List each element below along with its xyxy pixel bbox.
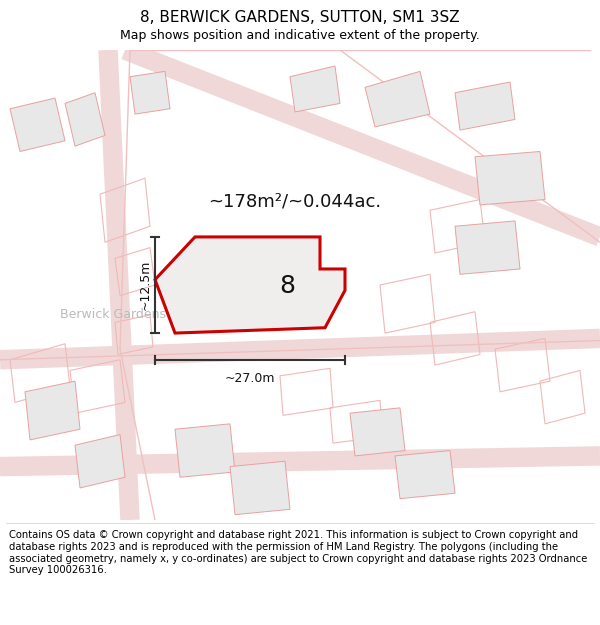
Polygon shape (230, 461, 290, 514)
Polygon shape (155, 237, 345, 333)
Text: ~27.0m: ~27.0m (225, 372, 275, 386)
Text: ~178m²/~0.044ac.: ~178m²/~0.044ac. (208, 192, 382, 211)
Polygon shape (350, 408, 405, 456)
Polygon shape (455, 82, 515, 130)
Text: ~12.5m: ~12.5m (139, 260, 151, 310)
Polygon shape (175, 424, 235, 478)
Polygon shape (365, 71, 430, 127)
Polygon shape (65, 92, 105, 146)
Text: Contains OS data © Crown copyright and database right 2021. This information is : Contains OS data © Crown copyright and d… (9, 531, 587, 575)
Polygon shape (475, 151, 545, 205)
Polygon shape (290, 66, 340, 112)
Text: Berwick Gardens: Berwick Gardens (60, 308, 166, 321)
Polygon shape (25, 381, 80, 440)
Text: Map shows position and indicative extent of the property.: Map shows position and indicative extent… (120, 29, 480, 42)
Polygon shape (10, 98, 65, 151)
Polygon shape (395, 451, 455, 499)
Text: 8: 8 (280, 274, 296, 298)
Polygon shape (75, 434, 125, 488)
Polygon shape (455, 221, 520, 274)
Polygon shape (130, 71, 170, 114)
Text: 8, BERWICK GARDENS, SUTTON, SM1 3SZ: 8, BERWICK GARDENS, SUTTON, SM1 3SZ (140, 10, 460, 25)
